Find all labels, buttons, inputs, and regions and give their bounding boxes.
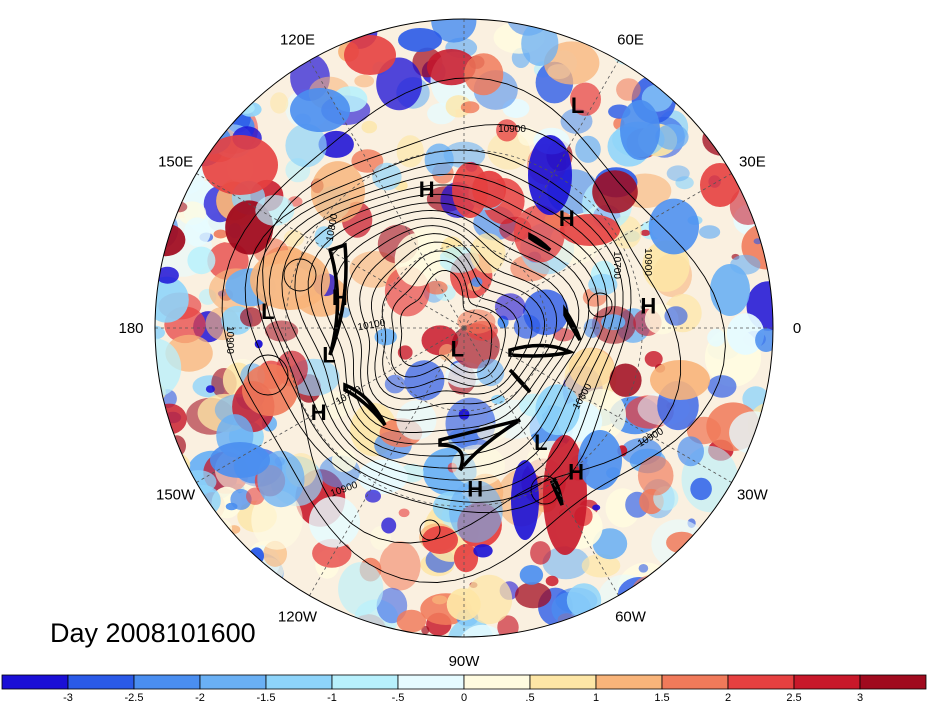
longitude-label: 60W xyxy=(615,608,647,625)
colorbar-swatch xyxy=(793,674,861,690)
colorbar-tick-label: -3 xyxy=(63,692,73,702)
longitude-label: 30W xyxy=(737,487,769,504)
colorbar-swatch xyxy=(67,674,135,690)
high-pressure-label: H xyxy=(640,293,656,318)
low-pressure-label: L xyxy=(261,299,274,324)
colorbar-swatch xyxy=(529,674,597,690)
colorbar-tick-label: 0 xyxy=(461,692,467,702)
longitude-label: 150E xyxy=(158,154,193,171)
colorbar-swatch xyxy=(1,674,69,690)
colorbar-tick-label: 1 xyxy=(593,692,599,702)
low-pressure-label: L xyxy=(571,93,584,118)
low-pressure-label: L xyxy=(534,430,547,455)
colorbar-swatch xyxy=(199,674,267,690)
colorbar-tick-label: 3 xyxy=(857,692,863,702)
contour-label: 10900 xyxy=(642,248,653,276)
high-pressure-label: H xyxy=(311,400,327,425)
high-pressure-label: H xyxy=(332,285,348,310)
jet-streaks xyxy=(327,232,582,506)
colorbar-swatch xyxy=(595,674,663,690)
colorbar-swatch xyxy=(661,674,729,690)
contour-label: 10700 xyxy=(611,251,622,279)
colorbar: -3 -2.5 -2 -1.5 -1 -.5 0 .5 1 1.5 2 2.5 3 xyxy=(1,674,927,702)
longitude-labels: 90E 60E 30E 0 30W 60W 90W 120W 150W 180 150E 120E xyxy=(118,0,801,670)
high-pressure-label: H xyxy=(419,177,435,202)
low-pressure-label: L xyxy=(322,342,335,367)
low-pressure-label: L xyxy=(451,337,464,362)
longitude-label: 120W xyxy=(278,608,318,625)
colorbar-swatch xyxy=(463,674,531,690)
contour-label: 10900 xyxy=(498,124,526,135)
colorbar-swatch xyxy=(265,674,333,690)
colorbar-swatch xyxy=(727,674,795,690)
colorbar-tick-label: -2 xyxy=(195,692,205,702)
contour-label: 10100 xyxy=(357,318,387,334)
colorbar-tick-label: 1.5 xyxy=(654,692,669,702)
colorbar-tick-label: -2.5 xyxy=(125,692,144,702)
longitude-label: 90E xyxy=(451,0,478,4)
colorbar-swatch xyxy=(133,674,201,690)
day-label: Day 2008101600 xyxy=(50,618,256,648)
contour-label: 10900 xyxy=(224,326,235,354)
colorbar-tick-label: -1.5 xyxy=(257,692,276,702)
longitude-label: 150W xyxy=(156,487,196,504)
colorbar-tick-label: -1 xyxy=(327,692,337,702)
high-pressure-label: H xyxy=(559,206,575,231)
colorbar-tick-label: .5 xyxy=(525,692,534,702)
longitude-label: 120E xyxy=(280,32,315,49)
colorbar-swatch xyxy=(859,674,927,690)
longitude-label: 180 xyxy=(118,320,143,337)
longitude-label: 60E xyxy=(617,32,644,49)
graticule xyxy=(155,19,773,637)
longitude-label: 0 xyxy=(793,320,801,337)
colorbar-tick-label: 2.5 xyxy=(786,692,801,702)
map-boundary xyxy=(154,18,774,638)
longitude-label: 90W xyxy=(449,653,481,670)
longitude-label: 30E xyxy=(739,154,766,171)
colorbar-tick-label: 2 xyxy=(725,692,731,702)
contour-label: 10800 xyxy=(325,212,341,242)
colorbar-tick-label: -.5 xyxy=(392,692,405,702)
colorbar-swatch xyxy=(331,674,399,690)
high-pressure-label: H xyxy=(467,477,483,502)
high-pressure-label: H xyxy=(568,459,584,484)
colorbar-swatch xyxy=(397,674,465,690)
